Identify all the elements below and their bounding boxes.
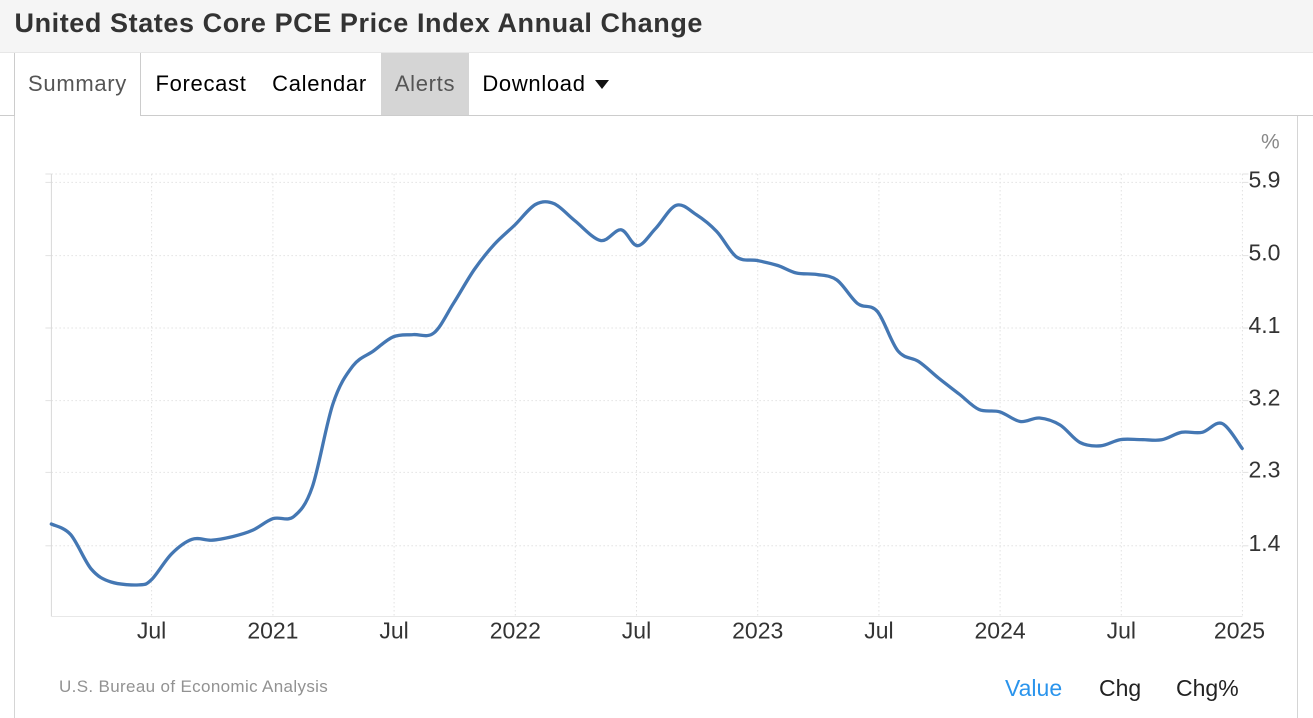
svg-text:2022: 2022 (490, 618, 541, 644)
svg-text:5.9: 5.9 (1249, 166, 1281, 192)
svg-text:Jul: Jul (864, 618, 893, 644)
svg-text:4.1: 4.1 (1249, 312, 1281, 338)
svg-text:%: % (1261, 131, 1280, 154)
svg-text:Jul: Jul (137, 618, 166, 644)
svg-text:2.3: 2.3 (1249, 456, 1281, 482)
svg-text:2023: 2023 (732, 618, 783, 644)
svg-text:Jul: Jul (379, 618, 408, 644)
svg-text:3.2: 3.2 (1249, 385, 1281, 411)
svg-text:2021: 2021 (247, 618, 298, 644)
svg-text:Jul: Jul (1107, 618, 1136, 644)
svg-text:Jul: Jul (622, 618, 651, 644)
svg-text:2025: 2025 (1214, 618, 1265, 644)
svg-text:1.4: 1.4 (1249, 530, 1281, 556)
svg-text:2024: 2024 (975, 618, 1026, 644)
svg-text:5.0: 5.0 (1249, 240, 1281, 266)
